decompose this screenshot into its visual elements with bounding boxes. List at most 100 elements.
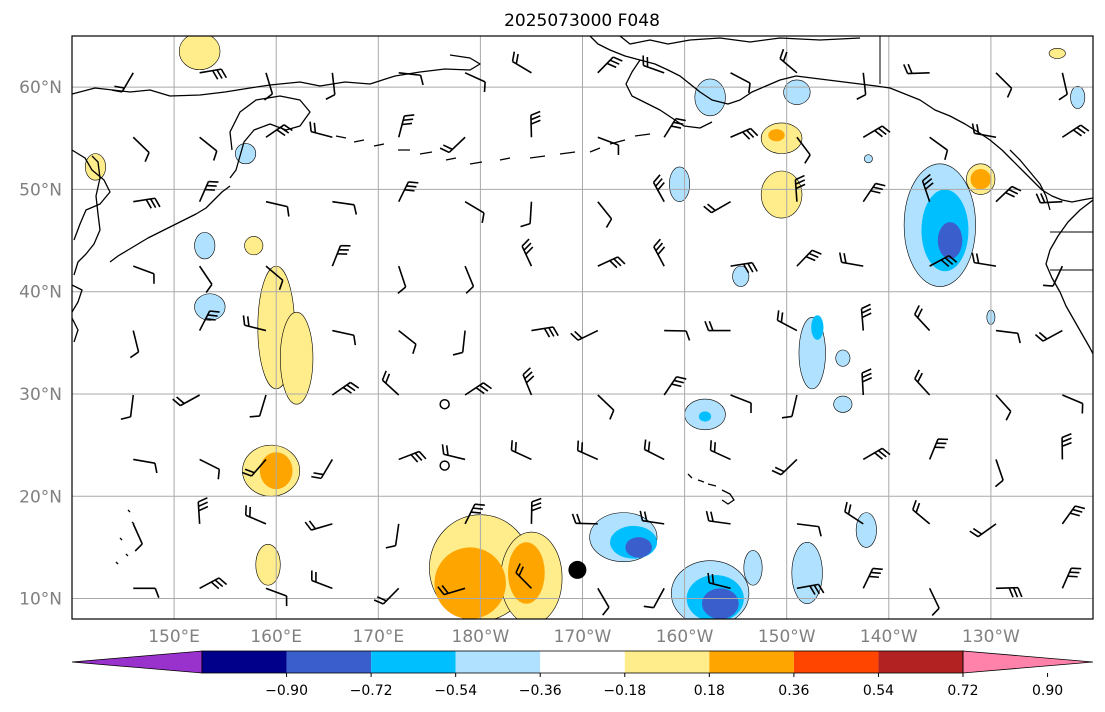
wind-barb xyxy=(520,201,533,228)
wind-barb xyxy=(249,394,267,418)
wind-barb xyxy=(132,136,150,163)
wind-barb xyxy=(199,68,228,80)
colorbar-segment xyxy=(371,651,456,673)
wind-barb xyxy=(197,497,209,524)
wind-barb xyxy=(133,197,161,209)
wind-barb xyxy=(971,123,997,139)
wind-barb xyxy=(643,439,665,461)
wind-barb xyxy=(796,136,811,164)
wind-barb xyxy=(995,586,1023,598)
wind-barb xyxy=(570,329,599,341)
colorbar-segment xyxy=(286,651,372,673)
colorbar: −0.90 −0.72 −0.54 −0.36 −0.18 0.18 0.36 0.54 0.7… xyxy=(71,650,1094,699)
latitude-labels: 60°N 50°N 40°N 30°N 20°N 10°N xyxy=(19,78,62,609)
wind-barb xyxy=(331,244,351,267)
wind-barb xyxy=(133,587,160,598)
longitude-label: 180°W xyxy=(452,627,510,647)
latitude-label: 30°N xyxy=(19,385,62,405)
colorbar-tick-label: −0.54 xyxy=(434,683,477,699)
wind-barb xyxy=(1062,394,1084,414)
latitude-label: 40°N xyxy=(19,283,62,303)
negative-contour-region xyxy=(791,541,823,604)
wind-barb xyxy=(199,458,221,480)
wind-barb xyxy=(385,523,400,549)
wind-barb xyxy=(652,174,665,203)
wind-barb xyxy=(381,370,400,396)
wind-barb xyxy=(856,72,867,100)
wind-barb xyxy=(265,265,284,291)
latitude-label: 10°N xyxy=(19,590,62,610)
colorbar-tick-label: 0.72 xyxy=(947,683,978,699)
storm-center-marker xyxy=(568,560,587,579)
wind-barb xyxy=(730,394,752,413)
wind-barb xyxy=(198,180,219,203)
negative-contour-region xyxy=(732,265,750,287)
wind-barb xyxy=(464,201,485,223)
wind-barb xyxy=(862,125,891,138)
wind-barb xyxy=(199,136,218,161)
positive-contour-region xyxy=(970,168,991,190)
map-area xyxy=(72,36,1093,619)
wind-barb xyxy=(265,587,288,607)
wind-barb xyxy=(705,510,731,525)
wind-barb xyxy=(796,249,822,267)
longitude-label: 130°W xyxy=(962,627,1020,647)
positive-contour-region xyxy=(507,542,545,604)
wind-barb xyxy=(397,265,407,294)
wind-barb xyxy=(730,127,759,140)
negative-contour-region xyxy=(811,315,824,340)
wind-barb xyxy=(664,329,691,341)
positive-contour-region xyxy=(244,236,264,256)
longitude-label: 160°W xyxy=(656,627,714,647)
colorbar-tick-label: 0.54 xyxy=(863,683,894,699)
negative-contour-region xyxy=(783,79,811,105)
colorbar-extend-low xyxy=(71,650,203,674)
colorbar-segment xyxy=(540,651,625,673)
wind-barb xyxy=(242,315,267,332)
negative-contour-region xyxy=(863,154,873,164)
wind-barb xyxy=(929,254,958,268)
wind-barb xyxy=(796,583,825,595)
wind-barb xyxy=(838,252,864,267)
wind-barb xyxy=(571,513,598,525)
wind-barb xyxy=(653,238,666,267)
negative-contour-region xyxy=(694,78,726,117)
coastlines xyxy=(72,36,1093,565)
wind-barb xyxy=(994,459,1004,488)
wind-barb xyxy=(707,572,731,590)
wind-barb xyxy=(311,459,334,480)
wind-barb xyxy=(132,265,155,284)
wind-barb xyxy=(398,181,419,203)
wind-barb xyxy=(597,56,623,74)
wind-barb xyxy=(861,368,873,396)
positive-contour-region xyxy=(279,311,314,405)
wind-barb xyxy=(1061,505,1086,525)
wind-barb xyxy=(531,326,559,338)
wind-barb xyxy=(597,136,620,155)
wind-barb xyxy=(373,587,400,605)
positive-contour-region xyxy=(1048,47,1066,59)
wind-barb xyxy=(771,458,798,476)
map-title: 2025073000 F048 xyxy=(504,11,660,31)
positive-contour-region xyxy=(255,544,281,586)
negative-contour-region xyxy=(743,550,763,586)
wind-barb xyxy=(441,444,466,461)
wind-barb xyxy=(929,136,949,161)
wind-barb xyxy=(914,369,931,396)
wind-barb xyxy=(244,505,267,525)
wind-barb xyxy=(332,200,358,215)
negative-contour-region xyxy=(937,222,963,259)
markers xyxy=(439,398,587,579)
wind-barb xyxy=(464,265,475,294)
wind-barb xyxy=(969,523,997,538)
wind-barb xyxy=(530,497,542,524)
wind-barb xyxy=(928,587,940,616)
wind-barb xyxy=(129,330,140,359)
wind-barb xyxy=(862,447,891,461)
positive-contour-region xyxy=(768,129,785,142)
wind-barb xyxy=(779,48,798,74)
wind-barb xyxy=(464,72,486,92)
wind-barb xyxy=(437,584,466,596)
colorbar-tick-label: −0.36 xyxy=(519,683,562,699)
